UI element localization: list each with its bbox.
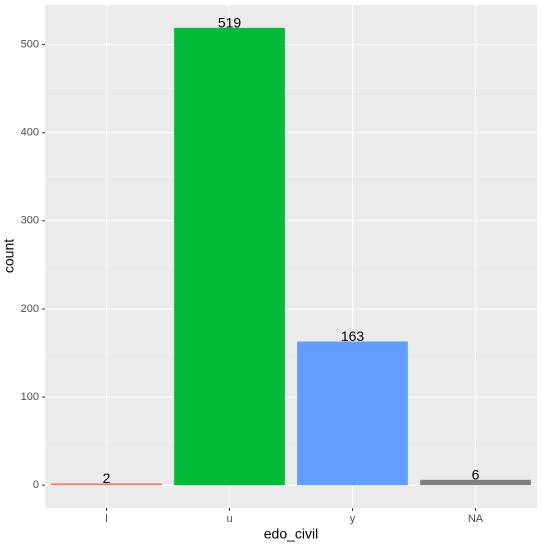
y-tick-label: 200: [21, 303, 39, 315]
panel: [45, 5, 537, 508]
bar: [420, 479, 531, 486]
y-axis-title: count: [1, 239, 17, 273]
x-tick-label: u: [226, 513, 232, 525]
x-axis-title: edo_civil: [264, 526, 318, 542]
data-label: 2: [103, 470, 111, 486]
y-tick-label: 100: [21, 391, 39, 403]
x-tick-label: NA: [468, 513, 484, 525]
y-tick-label: 500: [21, 39, 39, 51]
data-label: 6: [472, 467, 480, 483]
data-label: 163: [341, 328, 365, 344]
x-tick-label: y: [350, 513, 356, 525]
y-tick-label: 400: [21, 127, 39, 139]
bar: [297, 341, 408, 486]
y-tick-label: 0: [33, 479, 39, 491]
bar: [174, 27, 285, 486]
y-tick-label: 300: [21, 215, 39, 227]
data-label: 519: [218, 15, 242, 31]
bar: [51, 483, 162, 486]
x-tick-label: l: [105, 513, 107, 525]
